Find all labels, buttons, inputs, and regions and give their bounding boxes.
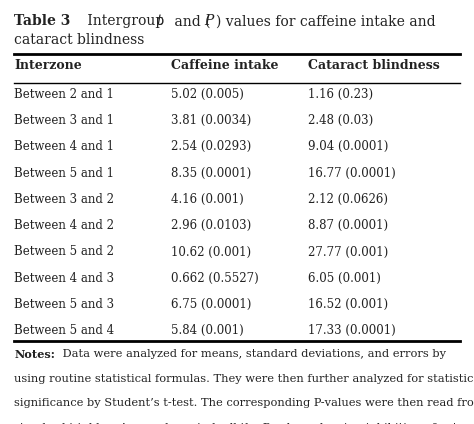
Text: Between 5 and 4: Between 5 and 4 — [14, 324, 114, 338]
Text: 2.48 (0.03): 2.48 (0.03) — [308, 114, 374, 127]
Text: Data were analyzed for means, standard deviations, and errors by: Data were analyzed for means, standard d… — [59, 349, 446, 359]
Text: Intergroup: Intergroup — [83, 14, 169, 28]
Text: 5.02 (0.005): 5.02 (0.005) — [171, 88, 244, 101]
Text: 6.05 (0.001): 6.05 (0.001) — [308, 272, 381, 285]
Text: 3.81 (0.0034): 3.81 (0.0034) — [171, 114, 251, 127]
Text: Notes:: Notes: — [14, 349, 55, 360]
Text: 10.62 (0.001): 10.62 (0.001) — [171, 245, 251, 259]
Text: 4.16 (0.001): 4.16 (0.001) — [171, 193, 243, 206]
Text: standard t tables. As may be noted, all the P-values showing inhibition of catar: standard t tables. As may be noted, all … — [14, 423, 474, 424]
Text: significance by Student’s t-test. The corresponding P-values were then read from: significance by Student’s t-test. The co… — [14, 398, 474, 408]
Text: Between 4 and 1: Between 4 and 1 — [14, 140, 114, 153]
Text: Between 2 and 1: Between 2 and 1 — [14, 88, 114, 101]
Text: 27.77 (0.001): 27.77 (0.001) — [308, 245, 388, 259]
Text: Between 4 and 2: Between 4 and 2 — [14, 219, 114, 232]
Text: Table 3: Table 3 — [14, 14, 71, 28]
Text: 8.35 (0.0001): 8.35 (0.0001) — [171, 167, 251, 180]
Text: 5.84 (0.001): 5.84 (0.001) — [171, 324, 243, 338]
Text: Between 4 and 3: Between 4 and 3 — [14, 272, 114, 285]
Text: 16.77 (0.0001): 16.77 (0.0001) — [308, 167, 396, 180]
Text: Between 5 and 2: Between 5 and 2 — [14, 245, 114, 259]
Text: ) values for caffeine intake and: ) values for caffeine intake and — [216, 14, 435, 28]
Text: 2.54 (0.0293): 2.54 (0.0293) — [171, 140, 251, 153]
Text: 2.96 (0.0103): 2.96 (0.0103) — [171, 219, 251, 232]
Text: Between 3 and 1: Between 3 and 1 — [14, 114, 114, 127]
Text: Between 5 and 3: Between 5 and 3 — [14, 298, 114, 311]
Text: Caffeine intake: Caffeine intake — [171, 59, 278, 72]
Text: 1.16 (0.23): 1.16 (0.23) — [308, 88, 373, 101]
Text: Between 3 and 2: Between 3 and 2 — [14, 193, 114, 206]
Text: and (: and ( — [170, 14, 210, 28]
Text: cataract blindness: cataract blindness — [14, 33, 145, 47]
Text: Cataract blindness: Cataract blindness — [308, 59, 440, 72]
Text: 8.87 (0.0001): 8.87 (0.0001) — [308, 219, 388, 232]
Text: P: P — [204, 14, 213, 28]
Text: Interzone: Interzone — [14, 59, 82, 72]
Text: 6.75 (0.0001): 6.75 (0.0001) — [171, 298, 251, 311]
Text: 16.52 (0.001): 16.52 (0.001) — [308, 298, 388, 311]
Text: 0.662 (0.5527): 0.662 (0.5527) — [171, 272, 258, 285]
Text: 9.04 (0.0001): 9.04 (0.0001) — [308, 140, 389, 153]
Text: using routine statistical formulas. They were then further analyzed for statisti: using routine statistical formulas. They… — [14, 374, 474, 384]
Text: 17.33 (0.0001): 17.33 (0.0001) — [308, 324, 396, 338]
Text: Between 5 and 1: Between 5 and 1 — [14, 167, 114, 180]
Text: t: t — [156, 14, 162, 28]
Text: 2.12 (0.0626): 2.12 (0.0626) — [308, 193, 388, 206]
